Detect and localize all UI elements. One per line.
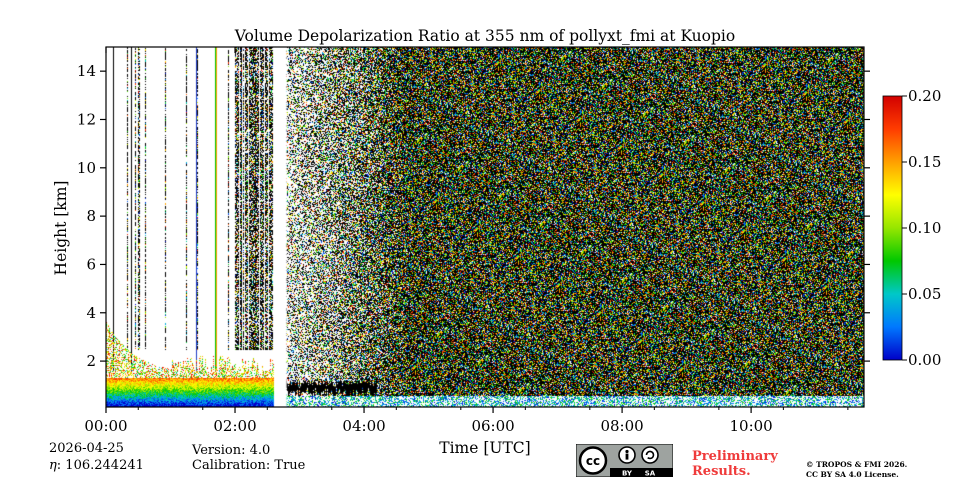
heatmap-raster [106, 47, 864, 407]
colorbar-ticks: 0.00 0.05 0.10 0.15 0.20 [902, 87, 941, 369]
preliminary-line-1: Preliminary [692, 449, 778, 464]
plot-frame [105, 46, 865, 408]
sa-label: SA [645, 470, 656, 478]
creative-commons-icon [578, 446, 608, 475]
copyright-notice: © TROPOS & FMI 2026. CC BY SA 4.0 Licens… [806, 460, 907, 480]
copyright-line-2: CC BY SA 4.0 License. [806, 470, 899, 479]
cc-license-badge: cc BY SA [576, 444, 673, 477]
chart-title: Volume Depolarization Ratio at 355 nm of… [234, 27, 735, 45]
x-axis-label: Time [UTC] [439, 439, 530, 457]
colorbar [882, 95, 903, 361]
colorbar-tick-label: 0.05 [908, 285, 941, 303]
cc-label: cc [586, 454, 600, 468]
preliminary-results-label: Preliminary Results. [692, 449, 778, 479]
calibration-text: Calibration: True [192, 458, 306, 473]
y-tick-label: 4 [86, 304, 96, 322]
colorbar-tick-label: 0.15 [908, 153, 941, 171]
preliminary-line-2: Results. [692, 464, 751, 479]
date-text: 2026-04-25 [49, 441, 124, 456]
version-text: Version: 4.0 [192, 443, 271, 458]
x-tick-label: 10:00 [729, 417, 772, 435]
colorbar-tick-label: 0.20 [908, 87, 941, 105]
colorbar-tick-label: 0.00 [908, 351, 941, 369]
copyright-line-1: © TROPOS & FMI 2026. [806, 460, 908, 469]
eta-text: η: 106.244241 [49, 458, 144, 474]
x-tick-label: 06:00 [471, 417, 514, 435]
axes: 00:00 02:00 04:00 06:00 08:00 10:00 2 4 6 8 10 12 14 [77, 47, 870, 435]
y-tick-label: 10 [77, 159, 96, 177]
y-tick-label: 14 [77, 62, 96, 80]
x-tick-label: 08:00 [600, 417, 643, 435]
by-label: BY [622, 470, 633, 478]
x-tick-label: 00:00 [84, 417, 127, 435]
y-tick-label: 12 [77, 110, 96, 128]
x-tick-label: 04:00 [342, 417, 385, 435]
eta-value: : 106.244241 [56, 458, 144, 473]
y-tick-label: 6 [86, 255, 96, 273]
y-tick-label: 8 [86, 207, 96, 225]
y-axis-label: Height [km] [52, 181, 70, 276]
heatmap-data [106, 47, 864, 407]
x-tick-label: 02:00 [213, 417, 256, 435]
colorbar-tick-label: 0.10 [908, 219, 941, 237]
share-alike-icon [641, 446, 659, 464]
eta-symbol: η [49, 458, 57, 473]
y-tick-label: 2 [86, 352, 96, 370]
